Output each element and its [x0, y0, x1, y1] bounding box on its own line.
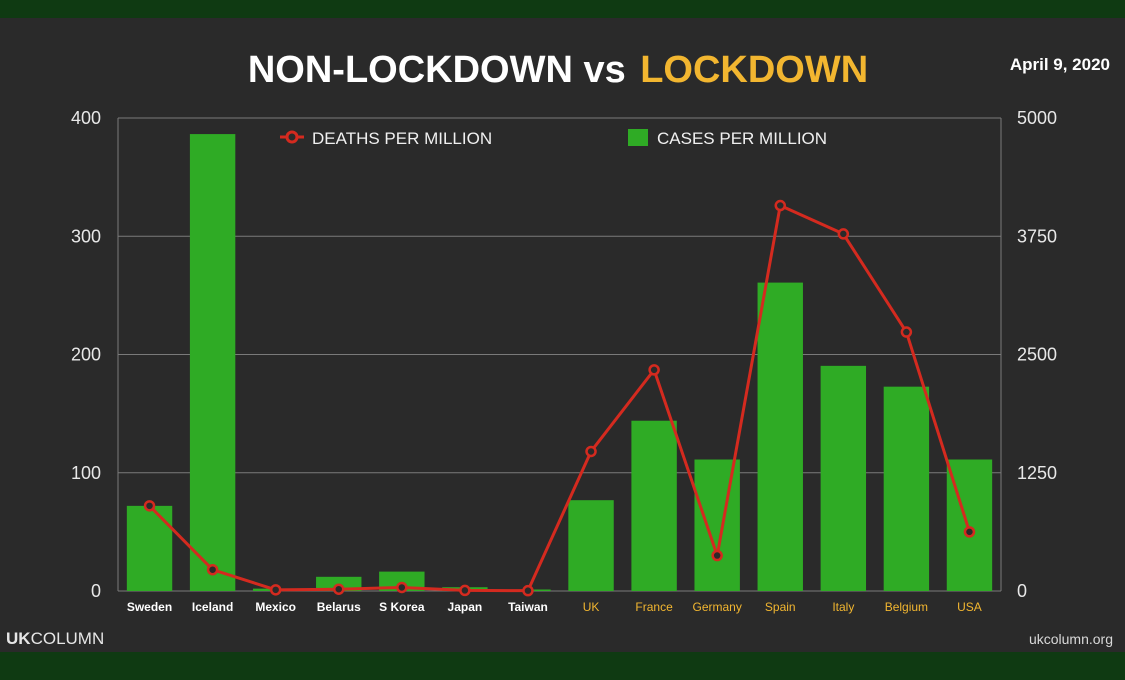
point-deaths-s-korea	[396, 581, 408, 594]
point-deaths-usa	[963, 526, 976, 538]
chart-canvas: NON-LOCKDOWN vs LOCKDOWN April 9, 2020 0…	[6, 49, 1113, 648]
bar-cases-spain	[757, 282, 803, 591]
point-deaths-taiwan	[522, 584, 534, 597]
left-tick-label: 200	[71, 345, 101, 365]
line-deaths	[143, 199, 976, 597]
category-labels: Sweden Iceland Mexico Belarus S Korea Japan Ta…	[127, 600, 982, 614]
bar-cases-belgium	[883, 386, 930, 591]
brand-column: COLUMN	[31, 629, 105, 648]
right-tick-label: 3750	[1017, 226, 1057, 246]
left-tick-label: 300	[71, 226, 101, 246]
bar-cases-s-korea	[379, 571, 425, 591]
date-label: April 9, 2020	[1010, 55, 1110, 74]
left-axis-ticks: 0 100 200 300 400	[71, 108, 101, 601]
bar-cases-iceland	[189, 134, 236, 591]
bar-cases-italy	[820, 365, 867, 591]
point-deaths-sweden	[143, 500, 156, 512]
legend-deaths-marker	[285, 130, 299, 144]
category-label: Japan	[448, 600, 483, 614]
category-label: Mexico	[255, 600, 296, 614]
category-label: Germany	[692, 600, 741, 614]
right-tick-label: 2500	[1017, 345, 1057, 365]
point-deaths-spain	[774, 199, 786, 212]
category-label: Belgium	[885, 600, 928, 614]
right-tick-label: 1250	[1017, 463, 1057, 483]
point-deaths-belgium	[900, 326, 913, 338]
bar-cases-france	[631, 420, 677, 591]
legend-deaths-label: DEATHS PER MILLION	[312, 129, 492, 148]
point-deaths-japan	[459, 584, 471, 597]
bar-cases-sweden	[126, 505, 173, 591]
point-deaths-italy	[837, 228, 850, 240]
bar-cases-uk	[568, 500, 614, 591]
left-tick-label: 100	[71, 463, 101, 483]
left-tick-label: 400	[71, 108, 101, 128]
category-label: S Korea	[379, 600, 425, 614]
point-deaths-germany	[711, 549, 723, 562]
category-label: USA	[957, 600, 982, 614]
category-label: Taiwan	[508, 600, 548, 614]
title-lockdown: LOCKDOWN	[640, 49, 868, 91]
right-tick-label: 0	[1017, 581, 1027, 601]
legend-cases-label: CASES PER MILLION	[657, 129, 827, 148]
category-label: UK	[583, 600, 600, 614]
brand-logo: UKCOLUMN	[6, 629, 104, 648]
category-label: Italy	[832, 600, 854, 614]
legend: DEATHS PER MILLION CASES PER MILLION	[280, 129, 827, 148]
left-tick-label: 0	[91, 581, 101, 601]
category-label: Belarus	[317, 600, 361, 614]
point-deaths-france	[648, 364, 660, 376]
category-label: Spain	[765, 600, 796, 614]
point-deaths-belarus	[333, 583, 345, 595]
bars-cases	[126, 134, 993, 591]
category-label: France	[635, 600, 673, 614]
right-axis-ticks: 0 1250 2500 3750 5000	[1017, 108, 1057, 601]
point-deaths-iceland	[206, 563, 219, 576]
category-label: Sweden	[127, 600, 172, 614]
website-label: ukcolumn.org	[1029, 631, 1113, 647]
deaths-series-line	[148, 204, 971, 593]
bottom-frame-band	[0, 652, 1125, 680]
title-non-lockdown: NON-LOCKDOWN vs	[248, 49, 626, 91]
point-deaths-uk	[585, 445, 597, 458]
chart-stage: NON-LOCKDOWN vs LOCKDOWN April 9, 2020 0…	[0, 18, 1125, 652]
point-deaths-mexico	[269, 584, 282, 596]
legend-cases-swatch	[628, 129, 648, 146]
brand-uk: UK	[6, 629, 31, 648]
right-tick-label: 5000	[1017, 108, 1057, 128]
top-frame-band	[0, 0, 1125, 18]
chart-title: NON-LOCKDOWN vs LOCKDOWN	[248, 49, 868, 91]
category-label: Iceland	[192, 600, 233, 614]
bar-cases-germany	[694, 459, 740, 591]
